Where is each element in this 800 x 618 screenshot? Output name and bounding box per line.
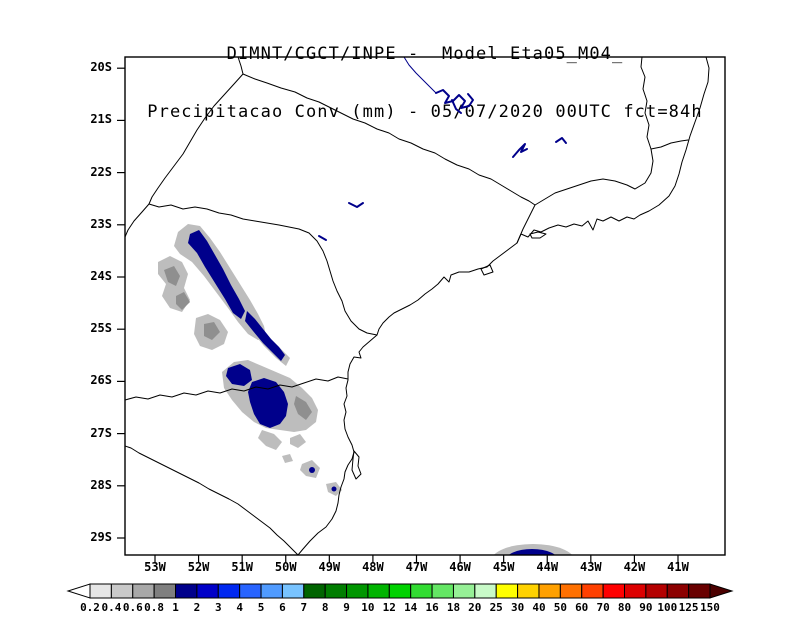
colorbar-segment [89, 583, 112, 599]
colorbar-segment [239, 583, 262, 599]
colorbar-segment [324, 583, 348, 599]
plot-title-line1: DIMNT/CGCT/INPE - Model Eta05_M04_ [226, 44, 624, 64]
state-border-path [640, 57, 652, 150]
reservoir-path [451, 99, 462, 114]
colorbar-segment [688, 583, 711, 599]
state-border-path [242, 73, 536, 206]
precip-blue-area [331, 486, 337, 492]
plot-title-block: DIMNT/CGCT/INPE - Model Eta05_M04_ Preci… [125, 6, 725, 160]
reservoir-path [318, 235, 327, 241]
colorbar-segment [517, 583, 540, 599]
colorbar-segment [581, 583, 604, 599]
colorbar-segment [452, 583, 476, 599]
colorbar-segment [624, 583, 647, 599]
colorbar-segment [559, 583, 583, 599]
colorbar-segment [175, 583, 198, 599]
reservoir-path [435, 89, 474, 109]
precip-darkgray-area [294, 396, 312, 420]
colorbar-segment [281, 583, 305, 599]
island-path [480, 264, 494, 276]
colorbar-segment [645, 583, 668, 599]
map-frame [124, 56, 726, 556]
colorbar-segment [303, 583, 326, 599]
state-border-path [125, 445, 299, 555]
state-border-path [125, 376, 349, 401]
state-border-path [534, 148, 654, 206]
colorbar-arrow-right [709, 583, 734, 599]
island-path [351, 450, 362, 480]
colorbar-segment [666, 583, 690, 599]
colorbar-segment [410, 583, 433, 599]
colorbar-segment [346, 583, 369, 599]
precip-darkgray-area [164, 266, 180, 286]
colorbar-segment [431, 583, 454, 599]
plot-title-line2: Precipitacao Conv (mm) - 05/07/2020 00UT… [147, 102, 703, 122]
colorbar-segment [388, 583, 412, 599]
state-border-path [516, 204, 536, 244]
water-features [318, 57, 567, 241]
precip-blue-area [508, 549, 556, 555]
reservoir-path [348, 202, 364, 208]
colorbar-segment [196, 583, 219, 599]
reservoir-path [512, 143, 528, 158]
precip-blue-area [245, 311, 285, 361]
precip-blue-area [309, 467, 315, 473]
precip-darkgray-area [204, 322, 220, 340]
precipitation-shading-darkgray [164, 266, 312, 420]
colorbar-segment [495, 583, 519, 599]
axis-ticks [117, 67, 679, 563]
colorbar-segment [367, 583, 390, 599]
precip-blue-area [188, 230, 245, 319]
river-path [403, 57, 437, 94]
colorbar-segment [260, 583, 283, 599]
precipitation-shading-blue [188, 230, 556, 555]
precip-gray-area [290, 434, 306, 448]
colorbar-segment [153, 583, 177, 599]
state-border-path [125, 57, 244, 238]
colorbar-segment [110, 583, 134, 599]
colorbar-segment [538, 583, 561, 599]
precip-darkgray-area [176, 292, 190, 310]
colorbar-segment [132, 583, 155, 599]
precip-gray-area [282, 454, 293, 463]
coastline-and-borders [125, 57, 710, 555]
colorbar-segment [217, 583, 241, 599]
precip-gray-area [258, 430, 282, 450]
state-border-path [148, 203, 378, 336]
colorbar [66, 583, 734, 599]
coastline-path [297, 57, 710, 555]
reservoir-path [555, 137, 567, 144]
colorbar-segment [602, 583, 625, 599]
island-path [529, 231, 547, 239]
state-border-path [650, 139, 689, 150]
colorbar-segment [474, 583, 497, 599]
precip-blue-area [226, 364, 252, 386]
colorbar-arrow-left [66, 583, 91, 599]
precip-blue-area [248, 378, 288, 428]
